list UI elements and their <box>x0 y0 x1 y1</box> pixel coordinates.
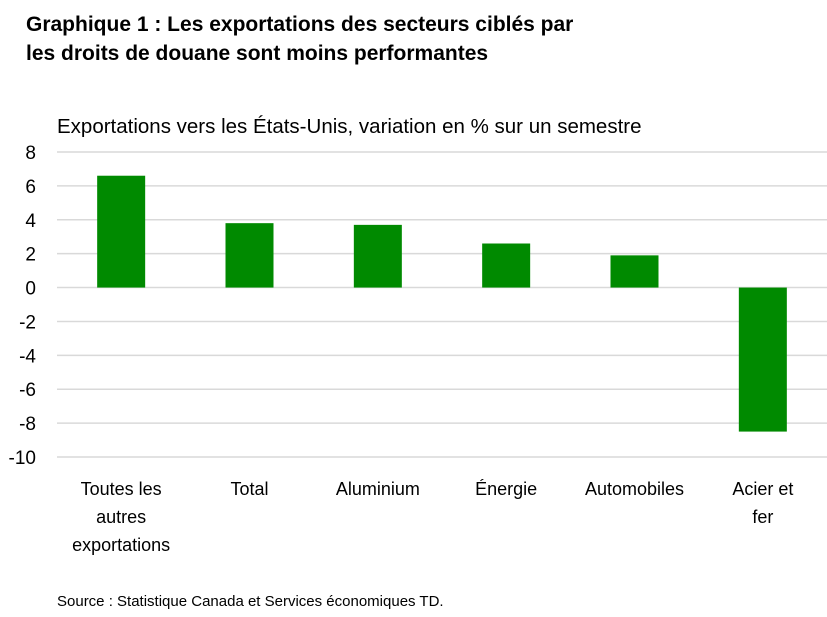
bar <box>482 243 531 288</box>
x-tick-label-line: exportations <box>72 535 170 555</box>
chart-title: Graphique 1 : Les exportations des secte… <box>26 10 806 68</box>
x-tick-label-line: Automobiles <box>585 479 684 499</box>
x-tick-label: Total <box>230 479 268 499</box>
y-tick-label: -4 <box>19 346 36 367</box>
y-tick-label: 6 <box>25 177 36 198</box>
y-tick-label: -10 <box>9 448 36 469</box>
x-tick-label-line: Énergie <box>475 479 537 499</box>
y-tick-label: -2 <box>19 312 36 333</box>
x-tick-label-line: Toutes les <box>81 479 162 499</box>
bar <box>738 287 787 432</box>
y-tick-label: 4 <box>25 211 36 232</box>
x-tick-label: Aluminium <box>336 479 420 499</box>
y-tick-label: -8 <box>19 414 36 435</box>
x-tick-label: Automobiles <box>585 479 684 499</box>
chart-title-line-1: Graphique 1 : Les exportations des secte… <box>26 13 574 36</box>
x-tick-label-line: Aluminium <box>336 479 420 499</box>
x-tick-label-line: autres <box>96 507 146 527</box>
chart-title-line-2: les droits de douane sont moins performa… <box>26 42 489 65</box>
y-tick-label: 0 <box>25 279 36 300</box>
x-tick-label: Toutes les autres exportations <box>72 479 170 555</box>
x-tick-label-line: Total <box>230 479 268 499</box>
bar <box>353 224 402 288</box>
y-tick-label: -6 <box>19 380 36 401</box>
source-note: Source : Statistique Canada et Services … <box>57 593 444 610</box>
x-tick-label: Énergie <box>475 479 537 499</box>
bar <box>610 255 659 288</box>
x-tick-label: Acier et fer <box>732 479 793 527</box>
x-tick-label-line: Acier et <box>732 479 793 499</box>
bar <box>97 175 146 288</box>
x-tick-label-line: fer <box>752 507 773 527</box>
y-tick-label: 2 <box>25 245 36 266</box>
bar <box>225 223 274 288</box>
chart-subtitle: Exportations vers les États-Unis, variat… <box>57 115 642 138</box>
y-tick-label: 8 <box>25 143 36 164</box>
